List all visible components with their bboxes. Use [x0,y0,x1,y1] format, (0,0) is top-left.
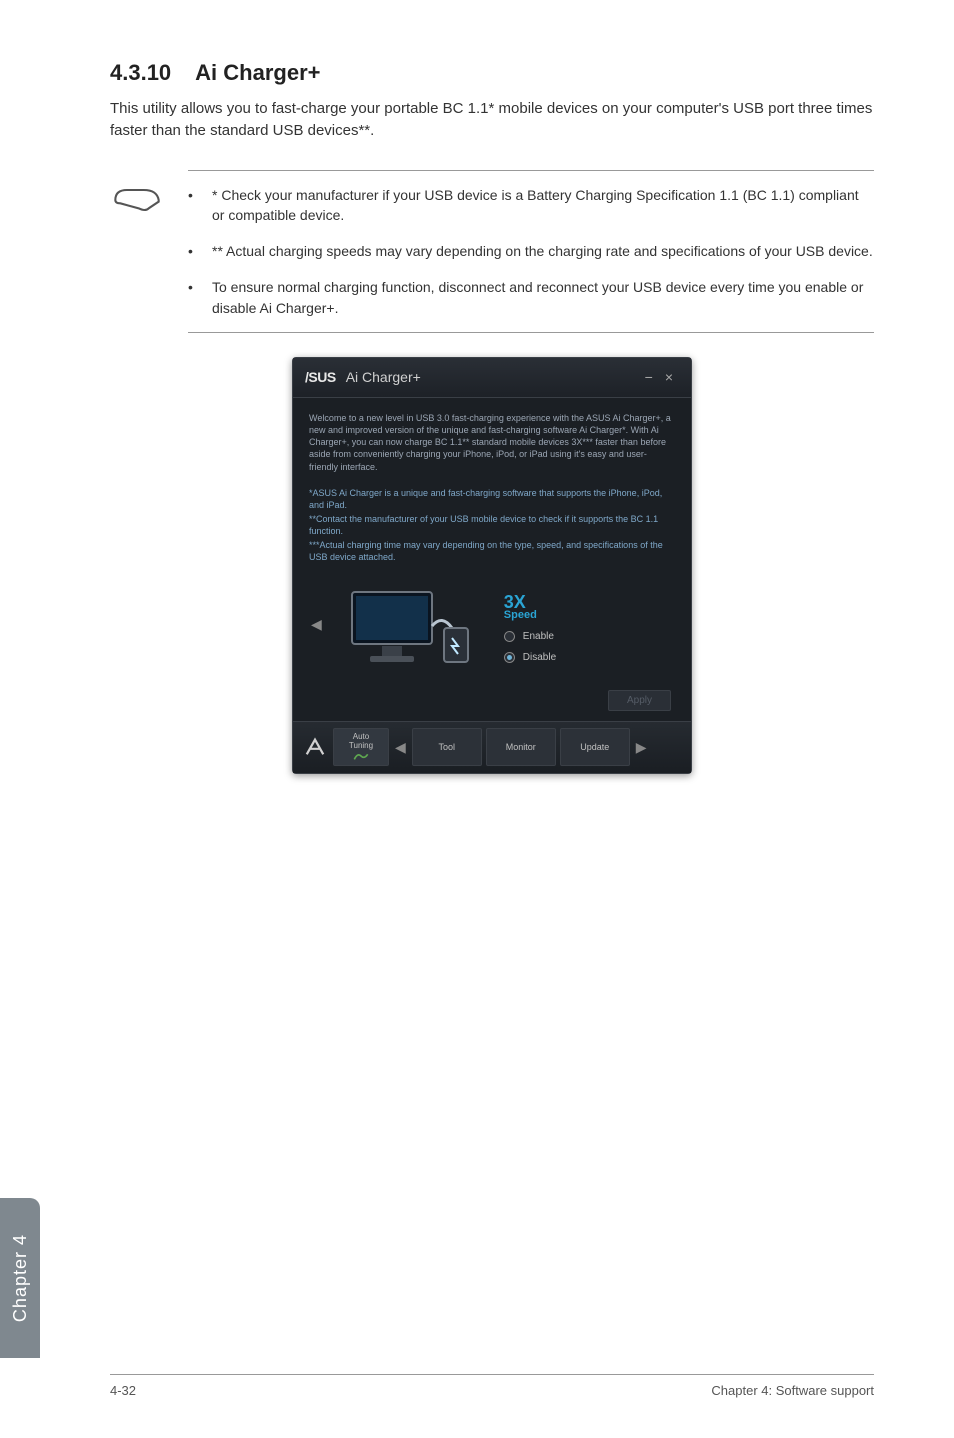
note-pointer-icon [110,170,164,333]
note-item: • To ensure normal charging function, di… [188,277,874,318]
monitor-tab[interactable]: Monitor [486,728,556,766]
section-title-text: Ai Charger+ [195,60,320,85]
speed-indicator: 3X Speed [504,594,556,620]
minimize-icon[interactable]: − [639,369,659,385]
chapter-side-label: Chapter 4 [10,1234,31,1322]
apply-button[interactable]: Apply [608,690,671,711]
monitor-label: Monitor [506,742,536,752]
note-text: ** Actual charging speeds may vary depen… [212,241,874,261]
carousel-left-icon[interactable]: ◀ [309,616,324,633]
tuning-label: Tuning [349,742,373,750]
enable-radio-row[interactable]: Enable [504,631,556,642]
welcome-text: Welcome to a new level in USB 3.0 fast-c… [309,412,675,473]
ai-body: Welcome to a new level in USB 3.0 fast-c… [293,398,691,721]
footer-chapter-title: Chapter 4: Software support [711,1383,874,1398]
enable-label: Enable [523,631,554,642]
disable-radio-row[interactable]: Disable [504,652,556,663]
disable-label: Disable [523,652,556,663]
monitor-phone-illustration [344,584,474,674]
bullet-icon: • [188,185,194,226]
section-heading: 4.3.10 Ai Charger+ [110,60,874,86]
bullet-icon: • [188,241,194,261]
note-text: * Check your manufacturer if your USB de… [212,185,874,226]
radio-icon[interactable] [504,631,515,642]
ai-charger-window: /SUS Ai Charger+ − × Welcome to a new le… [292,357,692,774]
bullet-icon: • [188,277,194,318]
note-text: To ensure normal charging function, disc… [212,277,874,318]
note-block: • * Check your manufacturer if your USB … [110,170,874,333]
footnote-1: *ASUS Ai Charger is a unique and fast-ch… [309,487,675,511]
window-title: Ai Charger+ [346,369,639,385]
auto-label: Auto [353,733,369,741]
note-item: • * Check your manufacturer if your USB … [188,185,874,226]
radio-icon[interactable] [504,652,515,663]
section-intro: This utility allows you to fast-charge y… [110,98,874,142]
ai-titlebar: /SUS Ai Charger+ − × [293,358,691,398]
page-footer: 4-32 Chapter 4: Software support [110,1374,874,1398]
note-item: • ** Actual charging speeds may vary dep… [188,241,874,261]
close-icon[interactable]: × [659,369,679,385]
footer-right-arrow-icon[interactable]: ▶ [634,739,649,756]
auto-tuning-tab[interactable]: Auto Tuning [333,728,389,766]
speed-options-column: 3X Speed Enable Disable [504,594,556,662]
section-number: 4.3.10 [110,60,171,86]
footer-left-arrow-icon[interactable]: ◀ [393,739,408,756]
ai-footer-bar: Auto Tuning ◀ Tool Monitor Update ▶ [293,721,691,773]
asus-logo: /SUS [305,369,336,385]
apply-row: Apply [309,684,675,711]
page-number: 4-32 [110,1383,136,1398]
tool-label: Tool [439,742,456,752]
update-tab[interactable]: Update [560,728,630,766]
ai-suite-logo-icon[interactable] [301,733,329,761]
note-body: • * Check your manufacturer if your USB … [188,170,874,333]
chapter-side-tab: Chapter 4 [0,1198,40,1358]
illustration-area: 3X Speed Enable Disable [324,566,675,684]
speed-label: Speed [504,611,556,621]
footnote-3: ***Actual charging time may vary dependi… [309,539,675,563]
update-label: Update [580,742,609,752]
tool-tab[interactable]: Tool [412,728,482,766]
footnote-2: **Contact the manufacturer of your USB m… [309,513,675,537]
